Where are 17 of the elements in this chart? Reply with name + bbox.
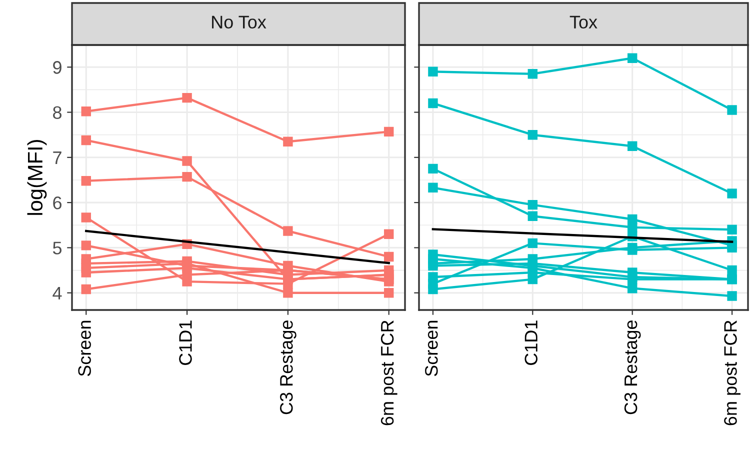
y-tick-label: 5	[52, 242, 62, 254]
y-tick-label: 6	[53, 196, 62, 210]
x-tick-label: C3 Restage	[280, 320, 296, 414]
x-tick-label: C3 Restage	[624, 320, 641, 414]
x-tick-label: Screen	[425, 320, 438, 376]
y-tick-label: 9	[53, 61, 62, 74]
x-tick-label: C1D1	[524, 320, 538, 365]
x-tick-label: Screen	[78, 320, 91, 376]
x-tick-label: C1D1	[179, 320, 192, 365]
x-tick-label: 6m post FCR	[380, 320, 398, 426]
x-tick-label: 6m post FCR	[724, 320, 740, 426]
y-axis-title: log(MFI)	[27, 140, 47, 215]
chart-title: Tox	[570, 16, 598, 29]
y-tick-label: 7	[53, 152, 62, 164]
y-tick-label: 4	[52, 286, 62, 300]
chart-title: No Tox	[212, 16, 266, 29]
y-tick-label: 8	[53, 106, 62, 119]
